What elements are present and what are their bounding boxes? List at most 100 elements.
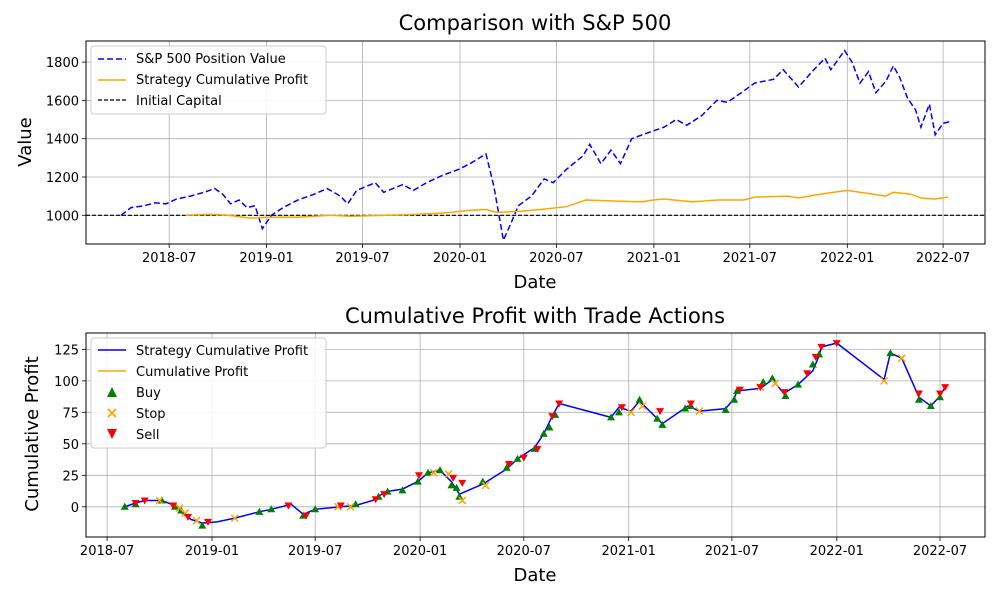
sell-marker bbox=[935, 390, 944, 398]
sell-marker bbox=[203, 518, 212, 526]
sell-marker bbox=[803, 370, 812, 378]
legend-label-strategy: Strategy Cumulative Profit bbox=[136, 344, 308, 359]
legend-swatch-sell bbox=[107, 429, 117, 439]
sell-marker bbox=[780, 389, 789, 397]
series-sp500-line bbox=[120, 49, 951, 243]
stop-marker bbox=[230, 514, 239, 523]
stop-marker bbox=[192, 516, 201, 525]
buy-marker bbox=[768, 374, 777, 382]
stop-marker bbox=[626, 408, 636, 417]
buy-marker bbox=[351, 500, 360, 508]
sell-marker bbox=[169, 502, 178, 510]
buy-marker bbox=[539, 429, 548, 437]
sell-marker bbox=[302, 512, 311, 520]
buy-marker bbox=[452, 483, 461, 491]
sell-marker bbox=[811, 353, 820, 361]
x-tick-label: 2022-07 bbox=[916, 251, 970, 266]
sell-marker bbox=[184, 513, 193, 521]
plot-area bbox=[86, 49, 985, 243]
buy-marker bbox=[615, 408, 624, 416]
stop-marker bbox=[880, 376, 889, 385]
x-tick-label: 2018-07 bbox=[80, 544, 134, 559]
buy-marker bbox=[730, 395, 739, 403]
sell-marker bbox=[656, 408, 665, 416]
buy-marker bbox=[478, 477, 487, 485]
y-axis-label: Cumulative Profit bbox=[22, 356, 43, 511]
sell-marker bbox=[548, 413, 557, 421]
buy-marker bbox=[681, 404, 690, 412]
legend-label-strategy: Strategy Cumulative Profit bbox=[136, 73, 308, 88]
sell-marker bbox=[371, 496, 380, 504]
stop-marker bbox=[695, 407, 704, 416]
stop-marker bbox=[481, 481, 490, 490]
buy-marker bbox=[424, 468, 433, 476]
y-tick-label: 1000 bbox=[46, 209, 79, 224]
buy-marker bbox=[311, 505, 320, 513]
stop-marker bbox=[897, 354, 906, 363]
y-tick-label: 1400 bbox=[46, 133, 79, 148]
buy-marker bbox=[447, 481, 456, 489]
buy-marker bbox=[198, 521, 207, 529]
buy-marker bbox=[886, 349, 895, 357]
sell-marker bbox=[756, 384, 765, 392]
x-tick-label: 2022-07 bbox=[913, 544, 967, 559]
x-tick-label: 2019-01 bbox=[185, 544, 239, 559]
x-tick-label: 2020-01 bbox=[433, 251, 487, 266]
x-tick-label: 2022-01 bbox=[820, 251, 874, 266]
x-tick-label: 2022-01 bbox=[810, 544, 864, 559]
chart-title: Cumulative Profit with Trade Actions bbox=[345, 304, 725, 328]
x-axis-label: Date bbox=[513, 565, 556, 586]
x-tick-label: 2021-07 bbox=[705, 544, 759, 559]
x-tick-label: 2018-07 bbox=[142, 251, 196, 266]
buy-marker bbox=[808, 360, 817, 368]
x-tick-label: 2021-01 bbox=[602, 544, 656, 559]
sell-marker bbox=[140, 497, 149, 505]
sell-marker bbox=[414, 472, 423, 480]
y-tick-label: 100 bbox=[54, 375, 79, 390]
tick-labels: 2018-07 2019-01 2019-07 2020-01 2020-07 2021-… bbox=[54, 343, 967, 559]
legend-box bbox=[90, 337, 327, 449]
buy-marker bbox=[635, 395, 644, 403]
y-tick-label: 75 bbox=[62, 406, 79, 421]
buy-marker bbox=[607, 413, 616, 421]
stop-marker bbox=[458, 496, 467, 505]
x-tick-label: 2019-07 bbox=[335, 251, 389, 266]
y-tick-label: 125 bbox=[54, 343, 79, 358]
sell-marker bbox=[380, 491, 389, 499]
chart-sp500-comparison: Comparison with S&P 500 2018-07 2019-01 20… bbox=[15, 11, 986, 293]
x-tick-label: 2019-01 bbox=[239, 251, 293, 266]
buy-marker bbox=[781, 391, 790, 399]
buy-marker bbox=[794, 380, 803, 388]
y-tick-label: 1200 bbox=[46, 171, 79, 186]
stop-marker bbox=[429, 468, 438, 477]
sell-marker bbox=[941, 384, 950, 392]
axes-frame bbox=[85, 332, 986, 538]
plot-area bbox=[120, 340, 950, 529]
sell-marker bbox=[449, 474, 458, 482]
buy-marker bbox=[255, 507, 264, 515]
sell-marker bbox=[504, 460, 513, 468]
buy-marker bbox=[658, 420, 667, 428]
x-axis-label: Date bbox=[513, 272, 556, 293]
sell-marker bbox=[336, 502, 345, 510]
sell-marker bbox=[284, 502, 293, 510]
buy-marker bbox=[413, 477, 422, 485]
x-tick-label: 2021-01 bbox=[627, 251, 681, 266]
legend-label-profit: Cumulative Profit bbox=[136, 365, 248, 380]
legend-swatch-buy bbox=[107, 387, 117, 397]
y-tick-label: 1800 bbox=[46, 56, 79, 71]
buy-marker bbox=[398, 486, 407, 494]
tick-labels: 2018-07 2019-01 2019-07 2020-01 2020-07 2021-… bbox=[46, 56, 970, 266]
buy-marker bbox=[759, 378, 768, 386]
stop-marker bbox=[638, 402, 647, 411]
legend-label-stop: Stop bbox=[136, 407, 166, 422]
buy-marker bbox=[513, 454, 522, 462]
buy-marker bbox=[267, 505, 276, 513]
x-tick-label: 2020-07 bbox=[529, 251, 583, 266]
legend-label-initial: Initial Capital bbox=[136, 94, 222, 109]
chart-trade-actions: Cumulative Profit with Trade Actions 201… bbox=[22, 304, 986, 586]
sell-marker bbox=[817, 343, 826, 351]
sell-marker bbox=[914, 390, 923, 398]
x-tick-label: 2020-07 bbox=[497, 544, 551, 559]
